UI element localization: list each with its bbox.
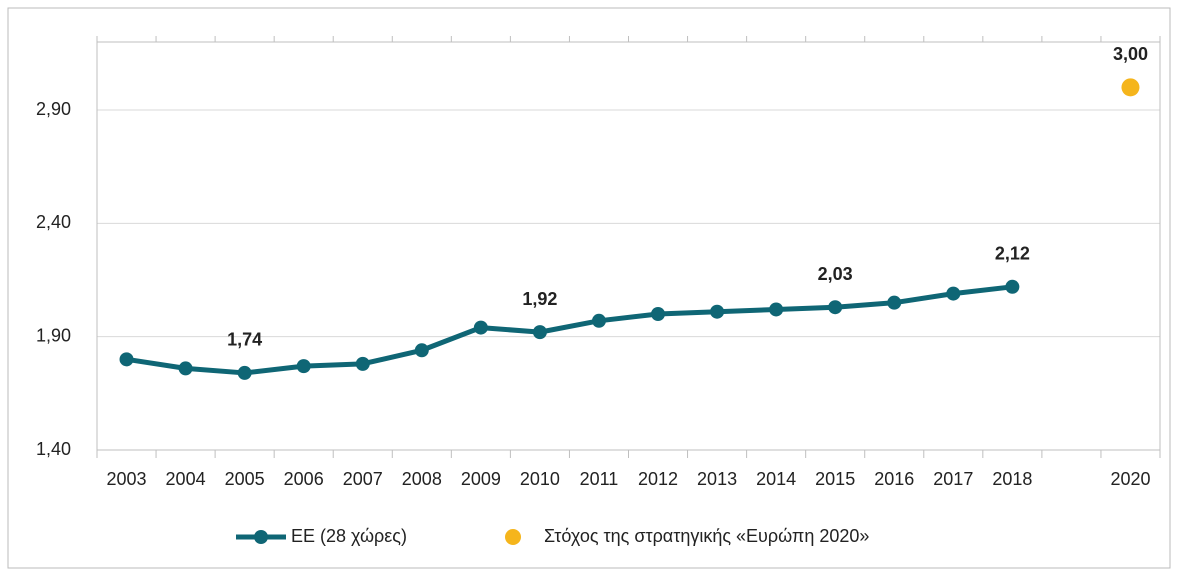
x-tick-label: 2016 xyxy=(874,469,914,489)
data-label: 1,74 xyxy=(227,330,262,350)
x-tick-label: 2005 xyxy=(225,469,265,489)
data-point xyxy=(769,302,784,317)
legend-label: Στόχος της στρατηγικής «Ευρώπη 2020» xyxy=(544,526,869,546)
x-tick-label: 2012 xyxy=(638,469,678,489)
x-tick-label: 2018 xyxy=(992,469,1032,489)
x-tick-label: 2009 xyxy=(461,469,501,489)
y-tick-label: 1,90 xyxy=(36,325,71,345)
data-point xyxy=(1005,279,1020,294)
series-line xyxy=(126,284,1013,376)
legend-label: ΕΕ (28 χώρες) xyxy=(291,526,407,546)
data-point xyxy=(355,356,370,371)
x-tick-label: 2015 xyxy=(815,469,855,489)
x-tick-label: 2017 xyxy=(933,469,973,489)
legend-marker xyxy=(254,530,268,544)
x-tick-label: 2010 xyxy=(520,469,560,489)
data-point xyxy=(710,304,725,319)
data-point xyxy=(296,359,311,374)
x-tick-label: 2003 xyxy=(107,469,147,489)
data-label: 1,92 xyxy=(522,289,557,309)
data-label: 2,12 xyxy=(995,244,1030,264)
x-tick-label: 2004 xyxy=(166,469,206,489)
data-point xyxy=(414,343,429,358)
data-point xyxy=(946,286,961,301)
data-point xyxy=(591,313,606,328)
data-point xyxy=(119,352,134,367)
y-tick-label: 2,40 xyxy=(36,212,71,232)
legend-marker xyxy=(505,529,521,545)
chart-frame xyxy=(7,7,1171,569)
x-tick-label: 2008 xyxy=(402,469,442,489)
data-point xyxy=(651,307,666,321)
x-tick-label: 2011 xyxy=(580,469,619,489)
data-label: 3,00 xyxy=(1113,44,1148,64)
data-point xyxy=(828,300,843,315)
x-tick-label: 2020 xyxy=(1110,469,1150,489)
x-tick-label: 2013 xyxy=(697,469,737,489)
x-tick-label: 2006 xyxy=(284,469,324,489)
y-tick-label: 2,90 xyxy=(36,99,71,119)
data-point xyxy=(887,295,902,310)
data-point xyxy=(178,361,193,376)
y-tick-label: 1,40 xyxy=(36,439,71,459)
data-point xyxy=(532,325,547,340)
data-point xyxy=(1121,78,1140,97)
data-point xyxy=(473,320,488,335)
x-tick-label: 2014 xyxy=(756,469,796,489)
x-tick-label: 2007 xyxy=(343,469,383,489)
data-label: 2,03 xyxy=(818,264,853,284)
data-point xyxy=(237,365,252,380)
